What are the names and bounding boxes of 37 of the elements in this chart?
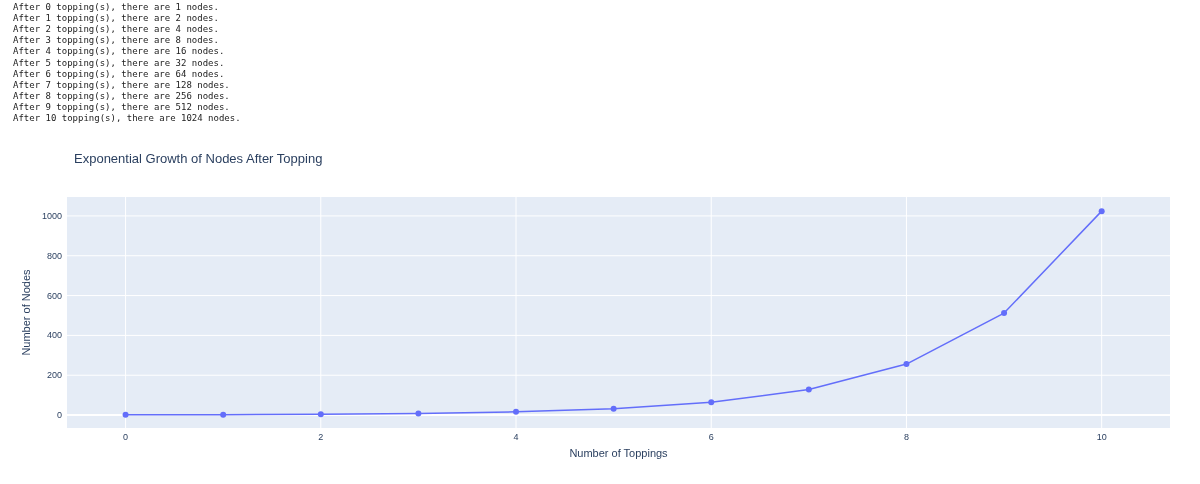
- y-tick-label: 200: [46, 370, 62, 381]
- y-tick-label: 800: [46, 250, 62, 261]
- y-axis-title: Number of Nodes: [20, 268, 32, 356]
- point: [708, 399, 715, 406]
- point: [903, 361, 910, 368]
- text: After 4 topping(s), there are 16 nodes.: [13, 46, 225, 57]
- y-tick-label: 0: [56, 410, 62, 421]
- point: [415, 410, 422, 417]
- y-tick-label: 1000: [41, 210, 62, 221]
- point: [1001, 310, 1008, 317]
- point: [220, 411, 227, 418]
- chart-title: Exponential Growth of Nodes After Topping: [74, 151, 323, 166]
- x-tick-label: 0: [123, 432, 129, 442]
- x-tick-label: 10: [1096, 432, 1107, 442]
- point: [122, 411, 129, 418]
- text: After 0 topping(s), there are 1 nodes.: [13, 2, 219, 12]
- point: [513, 408, 520, 415]
- text: After 9 topping(s), there are 512 nodes.: [13, 101, 230, 112]
- point: [805, 386, 812, 393]
- y-tick-label: 400: [46, 330, 62, 341]
- y-tick-label: 600: [46, 290, 62, 301]
- text: After 1 topping(s), there are 2 nodes.: [13, 13, 219, 24]
- text: After 6 topping(s), there are 64 nodes.: [13, 68, 225, 79]
- x-tick-label: 2: [318, 432, 324, 442]
- text: After 2 topping(s), there are 4 nodes.: [13, 24, 219, 35]
- point: [317, 411, 324, 418]
- point: [610, 405, 617, 412]
- point: [1098, 208, 1105, 215]
- text: After 10 topping(s), there are 1024 nodes.: [13, 113, 241, 123]
- x-axis-title: Number of Toppings: [569, 447, 669, 459]
- text: After 7 topping(s), there are 128 nodes.: [13, 79, 230, 90]
- text: After 8 topping(s), there are 256 nodes.: [13, 90, 230, 101]
- x-tick-label: 8: [903, 432, 909, 442]
- text: After 3 topping(s), there are 8 nodes.: [13, 35, 219, 46]
- text: After 5 topping(s), there are 32 nodes.: [13, 57, 225, 68]
- x-tick-label: 6: [708, 432, 714, 442]
- x-tick-label: 4: [513, 432, 519, 442]
